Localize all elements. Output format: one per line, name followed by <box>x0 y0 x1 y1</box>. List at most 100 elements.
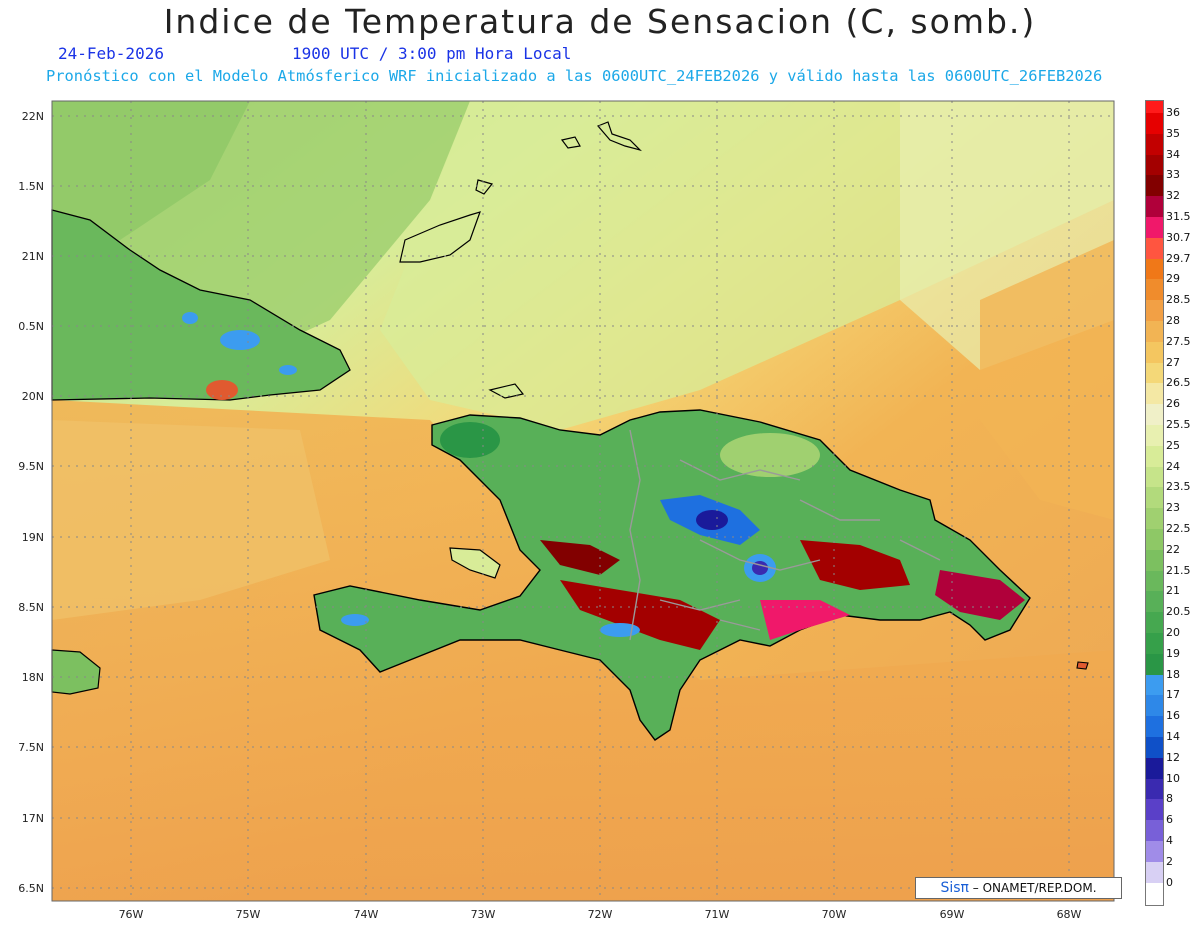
lat-tick-label: 20N <box>22 390 44 403</box>
colorbar-label: 29.7 <box>1166 251 1191 265</box>
colorbar-label: 21 <box>1166 584 1180 598</box>
colorbar-segment <box>1146 383 1163 405</box>
gonave-island <box>449 547 501 579</box>
map-frame <box>51 100 1115 902</box>
lon-tick-label: 69W <box>940 908 965 921</box>
north-plain-light <box>720 433 820 477</box>
lat-tick-label: 9.5N <box>18 460 44 473</box>
warm-zone-south <box>760 600 850 640</box>
colorbar-segment <box>1146 258 1163 280</box>
map-title: Indice de Temperatura de Sensacion (C, s… <box>163 2 1037 41</box>
colorbar-label: 31.5 <box>1166 210 1191 223</box>
colorbar-label: 25 <box>1166 438 1180 452</box>
nw-cooler-region <box>52 101 250 250</box>
lat-tick-label: 19N <box>22 531 44 544</box>
colorbar-segment <box>1146 653 1163 676</box>
coldest-spot <box>696 510 728 530</box>
field-layer <box>52 101 1114 901</box>
colorbar-segment <box>1146 841 1163 863</box>
colorbar-label: 22.5 <box>1166 522 1191 535</box>
colorbar-label: 19 <box>1166 646 1180 660</box>
colorbar-label: 29 <box>1166 272 1180 286</box>
lat-tick-label: 0.5N <box>18 320 44 333</box>
lat-tick-label: 7.5N <box>18 741 44 754</box>
cuba-cool-spot <box>220 330 260 350</box>
credit-brand: Sisπ <box>940 880 969 896</box>
colorbar-label: 22 <box>1166 542 1180 556</box>
lat-tick-label: 1.5N <box>18 180 44 193</box>
latitude-axis: 22N 1.5N 21N 0.5N 20N 9.5N 19N 8.5N 18N … <box>18 110 44 895</box>
colorbar-segment <box>1146 113 1163 135</box>
colorbar-segment <box>1146 321 1163 343</box>
lon-tick-label: 76W <box>119 908 144 921</box>
colorbar-segment <box>1146 508 1163 530</box>
cool-spot-south <box>600 623 640 637</box>
valid-date: 24-Feb-2026 <box>58 44 164 63</box>
lon-tick-label: 68W <box>1057 908 1082 921</box>
cuba-island <box>51 209 351 401</box>
valid-time: 1900 UTC / 3:00 pm Hora Local <box>292 44 572 63</box>
colorbar-label: 32 <box>1166 189 1180 203</box>
cool-spot-west <box>341 614 369 626</box>
colorbar-label: 0 <box>1166 875 1173 889</box>
lat-tick-label: 21N <box>22 250 44 263</box>
colorbar-segment <box>1146 101 1163 113</box>
cuba-cool-spot <box>279 365 297 375</box>
colorbar-segment <box>1146 196 1163 218</box>
colorbar-segment <box>1146 612 1163 634</box>
colorbar-label: 23.5 <box>1166 480 1191 494</box>
colorbar-segment <box>1146 279 1163 301</box>
colorbar-segment <box>1146 570 1163 592</box>
credit-text: – ONAMET/REP.DOM. <box>972 881 1097 895</box>
colorbar-label: 10 <box>1166 771 1180 785</box>
colorbar-label: 4 <box>1166 834 1173 847</box>
colorbar-segment <box>1146 175 1163 197</box>
colorbar <box>1145 100 1164 906</box>
colorbar-label: 24 <box>1166 459 1180 473</box>
lat-tick-label: 17N <box>22 812 44 825</box>
colorbar-label: 28.5 <box>1166 293 1191 307</box>
colorbar-label: 12 <box>1166 750 1180 764</box>
lat-tick-label: 6.5N <box>18 882 44 895</box>
colorbar-segment <box>1146 362 1163 384</box>
colorbar-segment <box>1146 861 1163 884</box>
colorbar-label: 6 <box>1166 813 1173 827</box>
colorbar-segment <box>1146 133 1163 156</box>
bahamas-islands <box>399 121 643 399</box>
mona-island <box>1076 661 1089 670</box>
colorbar-segment <box>1146 757 1163 780</box>
colorbar-label: 17 <box>1166 688 1180 702</box>
lon-tick-label: 70W <box>822 908 847 921</box>
credit-box: Sisπ – ONAMET/REP.DOM. <box>915 877 1122 899</box>
colorbar-segment <box>1146 820 1163 842</box>
lon-tick-label: 71W <box>705 908 730 921</box>
colorbar-segment <box>1146 217 1163 239</box>
north-peninsula-green <box>440 422 500 458</box>
lat-tick-label: 22N <box>22 110 44 123</box>
colorbar-label: 30.7 <box>1166 230 1191 244</box>
colorbar-segment <box>1146 529 1163 551</box>
hispaniola-island <box>313 409 1031 741</box>
lat-tick-label: 18N <box>22 671 44 684</box>
model-info: Pronóstico con el Modelo Atmósferico WRF… <box>46 67 1103 85</box>
colorbar-segment <box>1146 778 1163 800</box>
lon-tick-label: 74W <box>354 908 379 921</box>
colorbar-label: 33 <box>1166 168 1180 182</box>
colorbar-segment <box>1146 633 1163 655</box>
colorbar-segment <box>1146 445 1163 468</box>
colorbar-label: 35 <box>1166 126 1180 140</box>
colorbar-label: 14 <box>1166 730 1180 743</box>
colorbar-label: 20 <box>1166 626 1180 639</box>
colorbar-label: 34 <box>1166 147 1180 161</box>
colorbar-label: 25.5 <box>1166 418 1191 431</box>
lon-tick-label: 75W <box>236 908 261 921</box>
colorbar-segment <box>1146 695 1163 717</box>
hot-core-east <box>800 540 910 590</box>
colorbar-label: 16 <box>1166 709 1180 723</box>
colorbar-label: 20.5 <box>1166 605 1191 619</box>
colorbar-segment <box>1146 154 1163 176</box>
lon-tick-label: 72W <box>588 908 613 921</box>
colorbar-label: 36 <box>1166 106 1180 119</box>
